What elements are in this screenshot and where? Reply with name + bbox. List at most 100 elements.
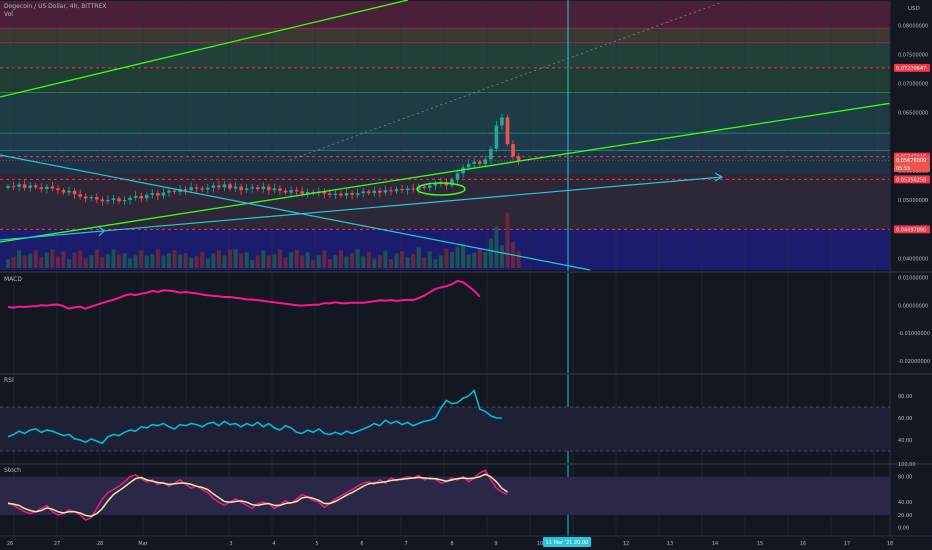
volume-bar (222, 255, 227, 268)
volume-bar (344, 256, 349, 268)
highlight-ellipse (416, 182, 466, 196)
candle-body (422, 186, 427, 188)
volume-bar (327, 259, 332, 268)
currency-label: USD (908, 6, 920, 12)
volume-bar (300, 255, 305, 268)
volume-bar (499, 245, 504, 268)
volume-bar (117, 254, 121, 268)
volume-bar (377, 255, 382, 268)
candle-body (489, 148, 493, 160)
rsi-line (7, 388, 502, 445)
time-label: 18 (887, 541, 893, 547)
candle-body (450, 179, 454, 186)
volume-bar (183, 253, 188, 268)
volume-bar (44, 252, 49, 268)
volume-bar (483, 251, 488, 268)
candle-body (217, 185, 221, 188)
macd-line (7, 279, 481, 310)
candle-body (39, 187, 44, 190)
volume-bar (422, 257, 427, 268)
rsi-tick: 40.00 (898, 438, 912, 444)
time-label: 4 (272, 541, 275, 547)
candle-body (505, 117, 510, 145)
candle-body (83, 196, 88, 199)
volume-bar (100, 257, 105, 268)
fib-band-1 (0, 28, 890, 43)
price-badge-text: 0.04497890 (896, 227, 926, 233)
macd-title: MACD (4, 276, 22, 283)
candle-body (261, 186, 266, 190)
candle-body (305, 191, 310, 194)
time-label: 13 (667, 541, 673, 547)
volume-bar (289, 252, 294, 268)
candle-body (239, 186, 243, 191)
volume-bar (361, 256, 366, 268)
volume-bar (161, 255, 166, 268)
volume-bar (50, 249, 55, 268)
time-highlight-text: 11 Mar '21 20:00 (546, 540, 589, 546)
candle-body (500, 117, 504, 126)
rsi-title: RSI (4, 377, 14, 384)
time-highlight-badge (543, 537, 591, 547)
volume-bar (400, 251, 405, 268)
stoch-tick: 40.00 (898, 500, 912, 506)
candle-body (50, 186, 55, 189)
volume-bar (322, 250, 327, 268)
candle-body (366, 191, 371, 194)
volume-bar (394, 253, 399, 268)
candle-body (477, 161, 482, 164)
candle-body (333, 193, 338, 195)
candle-body (300, 191, 304, 194)
candle-body (100, 199, 105, 202)
time-label: 10 (537, 541, 543, 547)
volume-bar (111, 249, 116, 268)
stoch-tick: 20.00 (898, 513, 912, 519)
macd-tick: 0.01000000 (898, 276, 928, 282)
candle-body (416, 186, 421, 190)
candle-body (150, 193, 155, 195)
candle-body (267, 186, 271, 191)
volume-bar (250, 260, 255, 268)
price-badge (894, 156, 930, 164)
volume-label: Vol (4, 11, 13, 18)
candle-body (122, 200, 127, 202)
volume-bar (105, 254, 110, 268)
volume-bar (461, 244, 466, 268)
time-label: 12 (623, 541, 629, 547)
volume-bar (466, 254, 471, 268)
volume-bar (261, 250, 266, 268)
fib-band-5 (0, 133, 890, 151)
candle-body (111, 198, 116, 201)
candle-body (61, 190, 66, 193)
stoch-tick: 80.00 (898, 475, 912, 481)
volume-bar (67, 259, 72, 268)
time-label: 17 (844, 541, 850, 547)
macd-tick: -0.01000000 (898, 331, 930, 337)
volume-bar (444, 248, 449, 268)
candle-body (45, 186, 49, 190)
candle-body (6, 186, 10, 188)
volume-bar (172, 250, 177, 268)
price-tick: 0.07000000 (898, 82, 928, 88)
candle-body (139, 196, 143, 199)
volume-bar (305, 252, 310, 268)
volume-bar (83, 258, 88, 268)
stoch-title: Stoch (4, 467, 21, 474)
candle-body (106, 200, 110, 202)
candle-body (494, 125, 499, 149)
time-label: 27 (54, 541, 60, 547)
rsi-tick: 80.00 (898, 394, 912, 400)
stoch-d-line (7, 473, 508, 517)
candle-body (433, 183, 438, 186)
price-axis-bg (890, 0, 932, 550)
volume-bar (61, 251, 66, 268)
time-label: 14 (712, 541, 718, 547)
volume-bar (411, 254, 416, 268)
price-tick: 0.06500000 (898, 111, 928, 117)
candle-body (183, 189, 188, 191)
candle-body (283, 190, 288, 193)
volume-bar (366, 252, 371, 268)
volume-bar (372, 258, 377, 268)
